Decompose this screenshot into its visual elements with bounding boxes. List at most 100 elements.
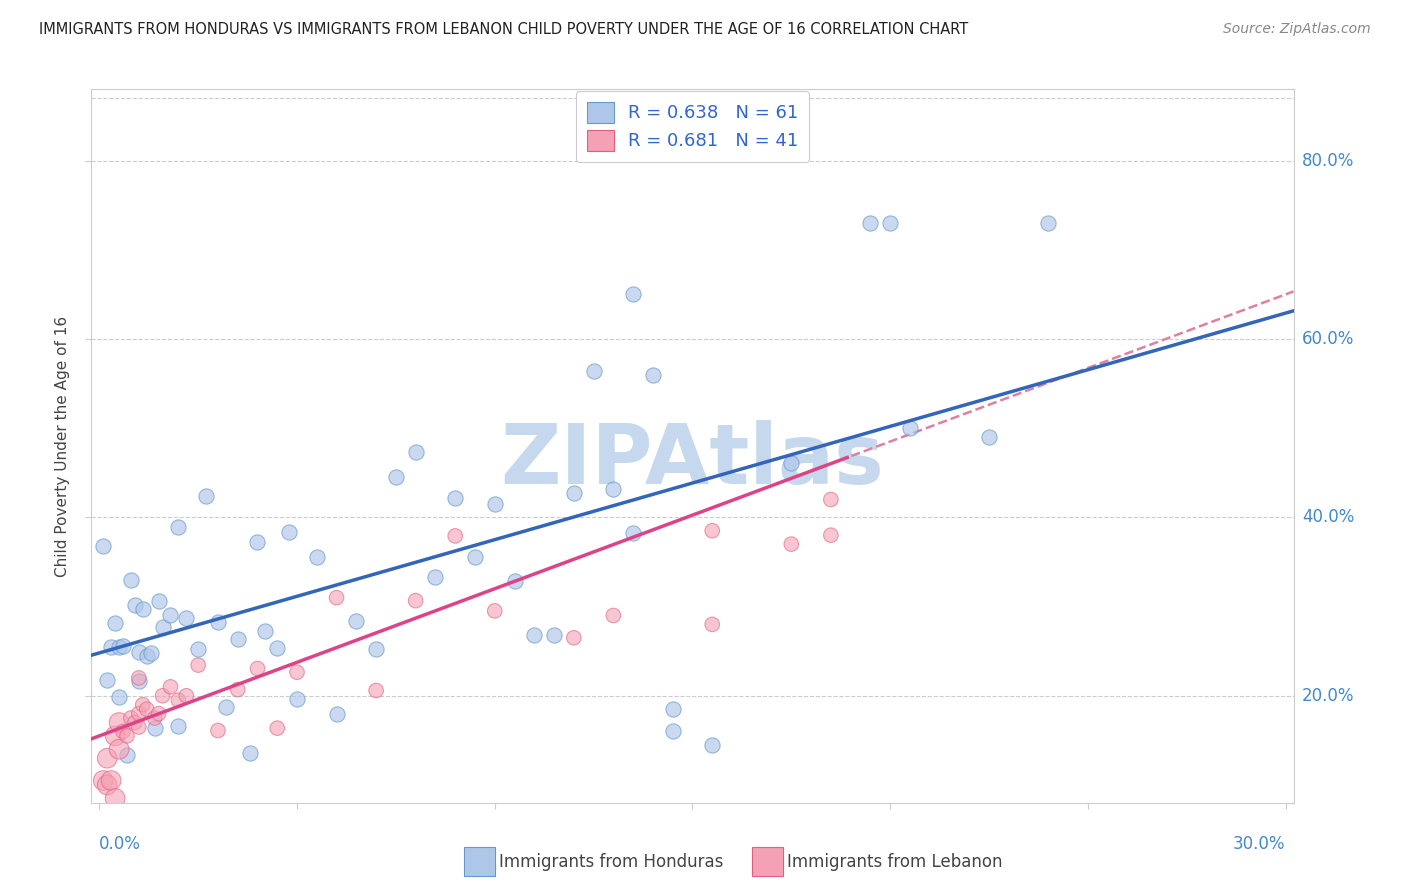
Point	[152, 620, 174, 634]
Point	[366, 683, 388, 698]
Point	[702, 617, 724, 632]
Point	[132, 698, 155, 712]
Point	[602, 482, 624, 496]
Point	[108, 690, 131, 704]
Point	[405, 593, 427, 607]
Point	[444, 529, 467, 543]
Text: Immigrants from Lebanon: Immigrants from Lebanon	[787, 853, 1002, 871]
Point	[523, 628, 546, 642]
Point	[621, 525, 644, 540]
Point	[278, 524, 301, 539]
Point	[143, 721, 166, 735]
Point	[128, 671, 150, 685]
Point	[187, 658, 209, 673]
Point	[108, 742, 131, 756]
Point	[187, 641, 209, 656]
Point	[702, 738, 724, 752]
Point	[464, 549, 486, 564]
Point	[96, 778, 118, 792]
Point	[91, 773, 114, 788]
Point	[104, 791, 127, 805]
Point	[484, 604, 506, 618]
Point	[385, 469, 408, 483]
Point	[108, 715, 131, 730]
Point	[104, 729, 127, 743]
Point	[254, 624, 277, 639]
Text: 40.0%: 40.0%	[1302, 508, 1354, 526]
Point	[543, 628, 565, 642]
Point	[820, 492, 842, 507]
Point	[135, 648, 157, 663]
Point	[239, 746, 262, 760]
Point	[112, 639, 135, 653]
Point	[641, 368, 664, 382]
Text: Source: ZipAtlas.com: Source: ZipAtlas.com	[1223, 22, 1371, 37]
Point	[96, 751, 118, 765]
Point	[167, 520, 190, 534]
Text: ZIPAtlas: ZIPAtlas	[501, 420, 884, 500]
Point	[159, 608, 181, 623]
Point	[143, 711, 166, 725]
Point	[425, 570, 447, 584]
Point	[266, 721, 288, 735]
Point	[366, 641, 388, 656]
Point	[246, 535, 269, 549]
Point	[139, 646, 162, 660]
Point	[226, 632, 249, 646]
Point	[91, 539, 114, 553]
Point	[195, 489, 218, 503]
Point	[780, 456, 803, 470]
Point	[159, 680, 181, 694]
Point	[135, 702, 157, 716]
Point	[167, 693, 190, 707]
Point	[148, 706, 170, 721]
Point	[562, 486, 585, 500]
Point	[661, 702, 683, 716]
Point	[285, 692, 308, 706]
Point	[898, 421, 921, 435]
Point	[115, 729, 138, 743]
Point	[820, 528, 842, 542]
Point	[148, 594, 170, 608]
Point	[100, 773, 122, 788]
Point	[132, 602, 155, 616]
Text: 0.0%: 0.0%	[100, 835, 141, 853]
Point	[325, 591, 347, 605]
Point	[444, 491, 467, 506]
Point	[325, 706, 347, 721]
Point	[128, 645, 150, 659]
Point	[96, 673, 118, 687]
Point	[215, 700, 238, 714]
Point	[152, 689, 174, 703]
Point	[115, 747, 138, 762]
Point	[1038, 216, 1060, 230]
Text: Immigrants from Honduras: Immigrants from Honduras	[499, 853, 724, 871]
Point	[174, 689, 197, 703]
Legend: R = 0.638   N = 61, R = 0.681   N = 41: R = 0.638 N = 61, R = 0.681 N = 41	[575, 91, 810, 161]
Point	[977, 430, 1000, 444]
Point	[246, 661, 269, 675]
Point	[879, 216, 901, 230]
Point	[621, 287, 644, 301]
Point	[661, 724, 683, 739]
Point	[112, 724, 135, 739]
Point	[405, 445, 427, 459]
Point	[104, 615, 127, 630]
Point	[562, 631, 585, 645]
Text: 60.0%: 60.0%	[1302, 330, 1354, 348]
Text: 80.0%: 80.0%	[1302, 152, 1354, 169]
Point	[128, 706, 150, 721]
Point	[344, 614, 367, 628]
Point	[128, 720, 150, 734]
Point	[124, 599, 146, 613]
Point	[503, 574, 526, 588]
Point	[305, 550, 328, 565]
Point	[120, 574, 142, 588]
Point	[128, 673, 150, 688]
Point	[780, 537, 803, 551]
Point	[174, 611, 197, 625]
Point	[207, 615, 229, 629]
Point	[226, 682, 249, 697]
Point	[108, 640, 131, 655]
Y-axis label: Child Poverty Under the Age of 16: Child Poverty Under the Age of 16	[55, 316, 70, 576]
